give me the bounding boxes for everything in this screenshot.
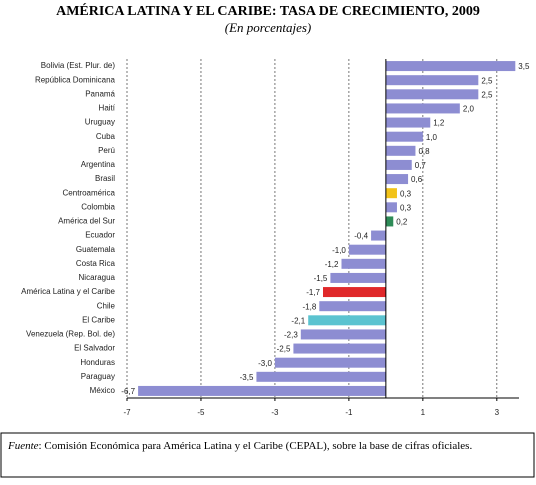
bar (385, 202, 397, 213)
value-label: 2,5 (481, 76, 493, 85)
bar (274, 357, 386, 368)
category-label: Bolivia (Est. Plur. de) (41, 61, 116, 70)
value-label: 1,2 (433, 119, 445, 128)
category-label: El Caribe (82, 315, 115, 324)
value-label: -2,5 (277, 345, 291, 354)
bar (385, 89, 479, 100)
category-label: Colombia (81, 202, 115, 211)
category-label: Cuba (96, 132, 116, 141)
bar (348, 244, 386, 255)
value-label: 2,0 (463, 105, 475, 114)
bar (256, 371, 386, 382)
category-label: Haití (99, 104, 116, 113)
x-tick-label: -1 (345, 408, 353, 417)
category-label: Brasil (95, 174, 115, 183)
value-label: -2,3 (284, 331, 298, 340)
bar (293, 343, 386, 354)
bar (385, 145, 416, 156)
category-label: Venezuela (Rep. Bol. de) (26, 330, 115, 339)
value-label: -1,2 (325, 260, 339, 269)
bar (385, 117, 431, 128)
category-label: América Latina y el Caribe (21, 287, 115, 296)
x-tick-label: 1 (421, 408, 426, 417)
value-label: 0,6 (411, 175, 423, 184)
bar (385, 216, 394, 227)
value-label: 3,5 (518, 62, 530, 71)
category-label: Perú (98, 146, 115, 155)
value-label: -3,5 (240, 373, 254, 382)
note: Fuente: Comisión Económica para América … (8, 440, 508, 453)
chart-subtitle: (En porcentajes) (225, 20, 312, 35)
value-label: -1,7 (306, 288, 320, 297)
category-label: Paraguay (81, 372, 115, 381)
category-label: México (90, 386, 116, 395)
category-label: Nicaragua (79, 273, 116, 282)
note-holder: Fuente: Comisión Económica para América … (8, 440, 508, 453)
category-label: Costa Rica (76, 259, 116, 268)
value-label: -6,7 (121, 387, 135, 396)
category-label: Uruguay (85, 118, 115, 127)
bar (323, 287, 386, 298)
bar (385, 103, 460, 114)
bar (308, 315, 386, 326)
value-label: -3,0 (258, 359, 272, 368)
category-label: El Salvador (74, 344, 115, 353)
chart-title: AMÉRICA LATINA Y EL CARIBE: TASA DE CREC… (56, 2, 480, 19)
value-label: -1,0 (332, 246, 346, 255)
category-label: Guatemala (76, 245, 116, 254)
bar (138, 385, 386, 396)
category-label: Honduras (80, 358, 115, 367)
value-label: 0,7 (415, 161, 427, 170)
note-label: Fuente (8, 440, 39, 452)
category-label: República Dominicana (35, 75, 116, 84)
category-label: América del Sur (58, 217, 115, 226)
bar (385, 61, 516, 72)
bar (385, 174, 409, 185)
note-text: : Comisión Económica para América Latina… (38, 440, 473, 452)
bar (385, 131, 423, 142)
bar (330, 272, 386, 283)
value-label: -1,8 (303, 302, 317, 311)
value-label: -0,4 (354, 232, 368, 241)
category-label: Centroamérica (63, 188, 116, 197)
value-label: 0,3 (400, 203, 412, 212)
value-label: -1,5 (314, 274, 328, 283)
bar (385, 159, 412, 170)
x-tick-label: -5 (197, 408, 205, 417)
category-label: Ecuador (85, 231, 115, 240)
bar (385, 75, 479, 86)
value-label: 0,3 (400, 189, 412, 198)
bar (371, 230, 386, 241)
bar (341, 258, 386, 269)
value-label: 0,8 (418, 147, 430, 156)
value-label: 0,2 (396, 218, 408, 227)
x-tick-label: -7 (123, 408, 131, 417)
x-tick-label: -3 (271, 408, 279, 417)
bar (385, 188, 397, 199)
value-label: -2,1 (291, 316, 305, 325)
note-box (0, 432, 535, 478)
bar (319, 301, 386, 312)
category-label: Argentina (81, 160, 116, 169)
category-label: Panamá (85, 89, 115, 98)
bar (300, 329, 386, 340)
value-label: 1,0 (426, 133, 438, 142)
category-label: Chile (97, 301, 116, 310)
x-tick-label: 3 (495, 408, 500, 417)
value-label: 2,5 (481, 90, 493, 99)
